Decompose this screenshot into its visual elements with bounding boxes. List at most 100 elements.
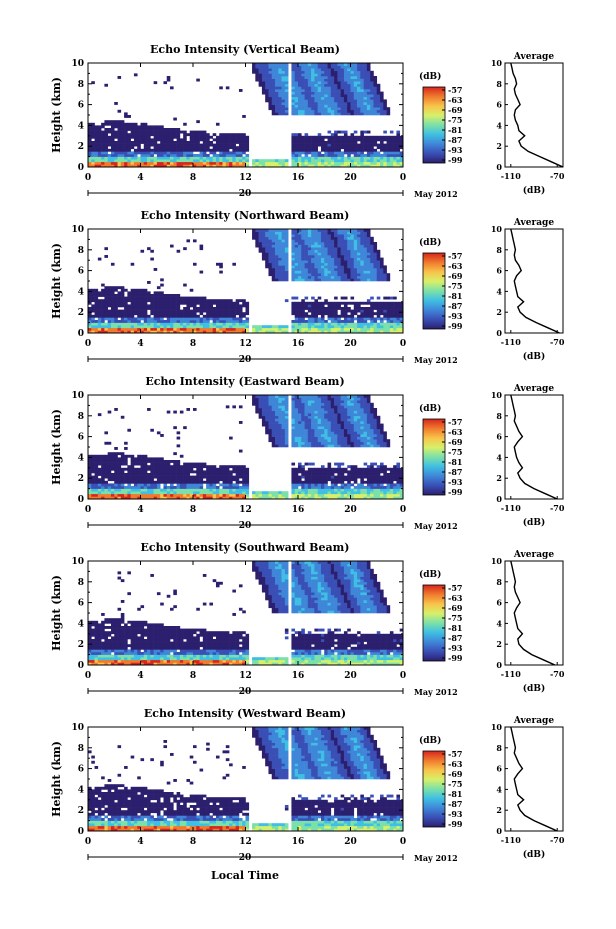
heatmap-cell (166, 159, 171, 163)
heatmap-cell (114, 493, 118, 497)
heatmap-cell (91, 156, 95, 160)
heatmap-cell (337, 314, 341, 318)
heatmap-cell (261, 325, 266, 329)
heatmap-cell (166, 493, 171, 497)
heatmap-cell (143, 304, 148, 308)
heatmap-cell (304, 273, 309, 277)
heatmap-cell (176, 322, 181, 326)
heatmap-cell (353, 104, 358, 108)
heatmap-cell (265, 76, 269, 79)
heatmap-cell (127, 317, 131, 321)
heatmap-cell (186, 317, 191, 321)
heatmap-cell (170, 141, 174, 144)
heatmap-cell (101, 304, 105, 308)
heatmap-cell (278, 239, 282, 243)
heatmap-cell (225, 141, 230, 144)
heatmap-cell (278, 268, 282, 271)
heatmap-cell (317, 89, 322, 92)
heatmap-cell (140, 156, 145, 160)
heatmap-cell (117, 151, 122, 155)
heatmap-cell (225, 317, 230, 321)
heatmap-cell (202, 314, 207, 318)
heatmap-cell (317, 309, 322, 313)
heatmap-cell (278, 426, 282, 430)
heatmap-cell (294, 78, 299, 82)
heatmap-cell (363, 83, 368, 87)
heatmap-cell (353, 164, 358, 168)
heatmap-cell (347, 99, 351, 103)
heatmap-cell (143, 125, 148, 129)
heatmap-cell (255, 73, 259, 77)
heatmap-cell (294, 239, 299, 243)
heatmap-cell (301, 99, 305, 103)
heatmap-cell (88, 460, 92, 463)
heatmap-cell (140, 151, 145, 155)
heatmap-cell (360, 133, 364, 137)
heatmap-cell (150, 462, 154, 466)
heatmap-cell (258, 325, 263, 329)
heatmap-cell (340, 68, 345, 72)
heatmap-cell (360, 107, 364, 111)
heatmap-cell (166, 312, 171, 316)
heatmap-cell (330, 135, 335, 139)
heatmap-cell (284, 436, 289, 440)
heatmap-cell (199, 496, 204, 500)
heatmap-cell (120, 133, 125, 137)
heatmap-cell (268, 395, 273, 398)
heatmap-cell (271, 491, 276, 495)
heatmap-cell (284, 99, 289, 103)
heatmap-cell (278, 229, 282, 232)
heatmap-cell (235, 470, 240, 474)
heatmap-cell (91, 330, 95, 334)
heatmap-cell (307, 322, 312, 326)
heatmap-cell (298, 229, 302, 232)
heatmap-cell (383, 312, 387, 316)
heatmap-cell (110, 291, 115, 295)
heatmap-cell (366, 146, 371, 150)
heatmap-cell (114, 317, 118, 321)
heatmap-cell (156, 480, 161, 484)
heatmap-cell (294, 268, 299, 271)
heatmap-cell (255, 242, 259, 245)
heatmap-cell (347, 234, 351, 238)
heatmap-cell (366, 307, 371, 310)
heatmap-cell (380, 270, 384, 274)
heatmap-cell (383, 164, 387, 168)
heatmap-cell (120, 146, 125, 150)
heatmap-cell (137, 478, 141, 482)
heatmap-cell (212, 493, 217, 497)
heatmap-cell (186, 156, 191, 160)
heatmap-cell (219, 148, 223, 152)
heatmap-cell (140, 128, 145, 131)
heatmap-cell (163, 130, 168, 134)
heatmap-cell (301, 330, 305, 334)
heatmap-cell (160, 317, 164, 321)
heatmap-cell (307, 94, 312, 98)
heatmap-cell (281, 408, 286, 411)
heatmap-cell (347, 268, 351, 271)
heatmap-cell (294, 89, 299, 92)
heatmap-cell (225, 156, 230, 160)
heatmap-cell (271, 96, 276, 100)
heatmap-cell (186, 314, 191, 318)
heatmap-cell (350, 236, 355, 240)
heatmap-cell (340, 249, 345, 253)
heatmap-cell (261, 421, 266, 424)
heatmap-cell (114, 325, 118, 329)
heatmap-cell (140, 327, 145, 331)
heatmap-cell (337, 99, 341, 103)
heatmap-cell (229, 133, 233, 137)
heatmap-cell (110, 154, 115, 157)
heatmap-cell (314, 154, 318, 157)
heatmap-cell (366, 112, 371, 116)
heatmap-cell (386, 156, 391, 160)
heatmap-cell (170, 327, 174, 331)
heatmap-cell (133, 325, 138, 329)
heatmap-cell (376, 275, 381, 279)
heatmap-cell (156, 327, 161, 331)
heatmap-cell (156, 296, 161, 300)
heatmap-cell (160, 151, 164, 155)
heatmap-cell (278, 234, 282, 238)
heatmap-cell (199, 161, 204, 165)
colorbar-tick-label: -87 (448, 135, 462, 145)
